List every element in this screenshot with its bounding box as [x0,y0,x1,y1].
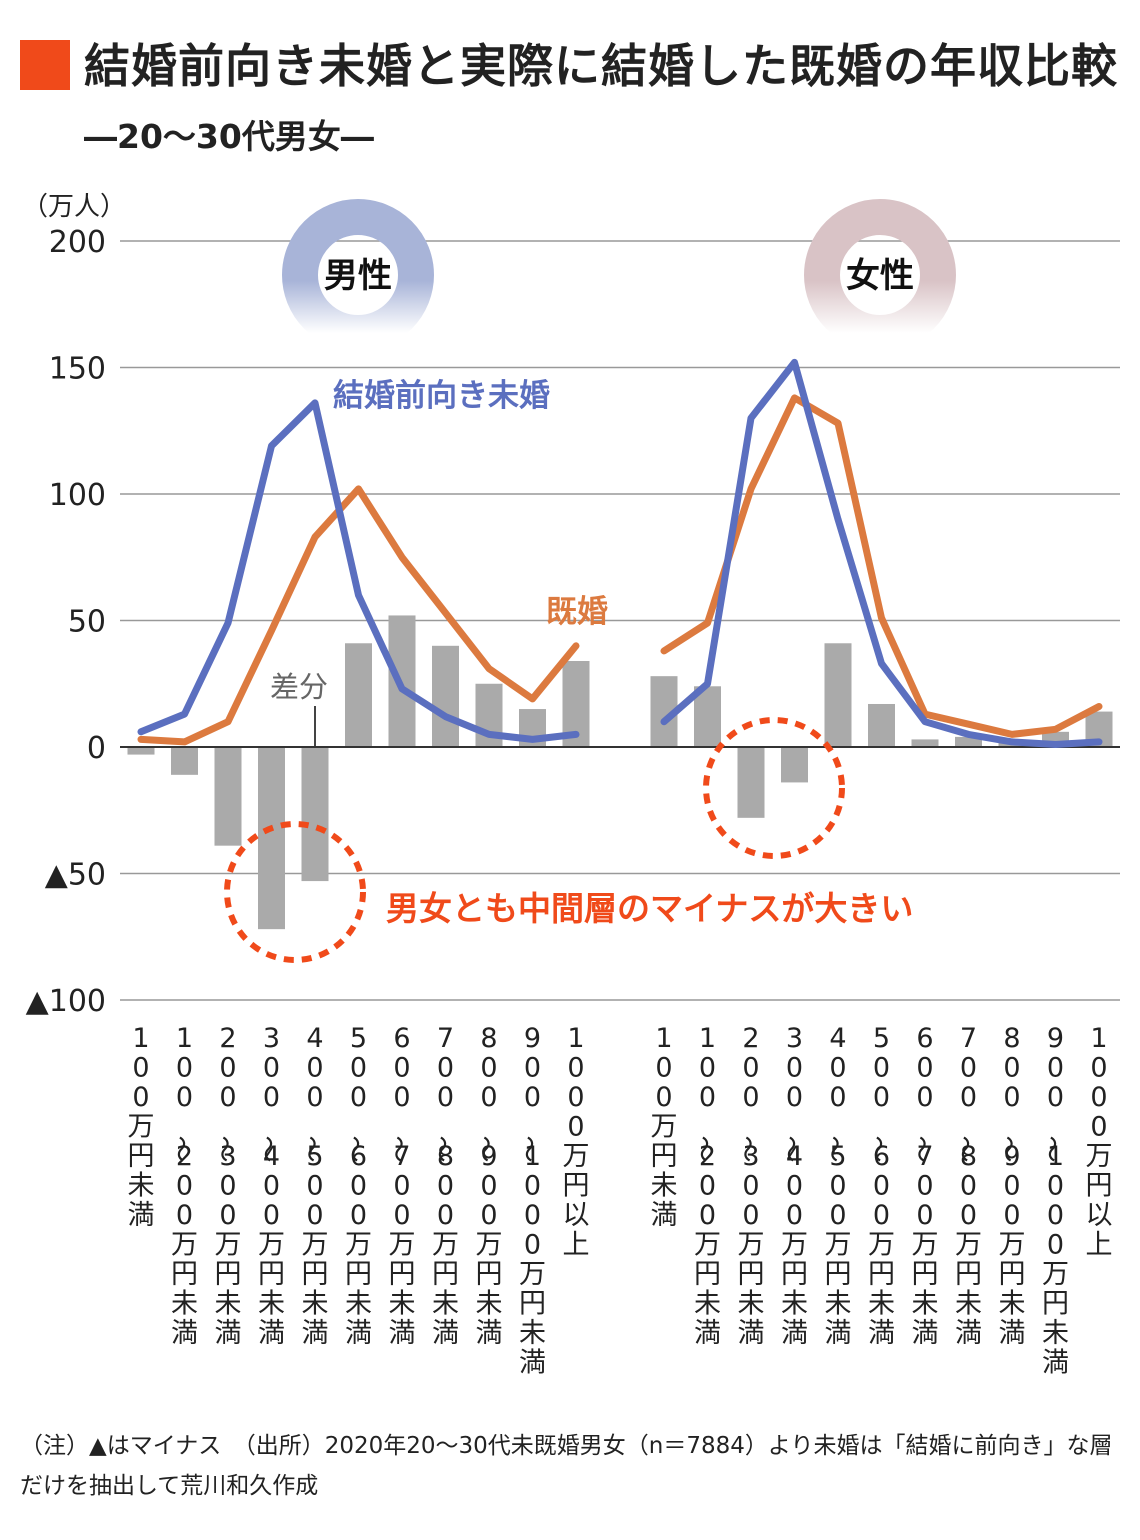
male-group-label: 男性 [324,256,392,296]
x-tick-label: 7 0 0 ～8 0 0 万円未満 [948,1023,982,1349]
female-diff-bar [781,747,808,783]
female-diff-bar [824,643,852,747]
male-married-line [137,485,580,746]
y-tick-label: 100 [49,478,106,513]
title-marker [20,40,70,90]
footnote: （注）▲はマイナス （出所）2020年20～30代未既婚男女（n＝7884）より… [20,1433,1113,1499]
y-tick-label: ▲100 [26,984,106,1019]
male-diff-bar [127,747,155,755]
female-diff-bar [868,703,895,747]
y-unit-label: （万人） [22,192,127,222]
x-tick-label: 9 0 0 ～1 0 0 0 万円未満 [1035,1023,1069,1379]
male-diff-bar [258,747,285,930]
female-diff-bar [911,739,939,747]
male-ring [282,199,434,351]
x-tick-label: 9 0 0 ～1 0 0 0 万円未満 [512,1023,546,1379]
y-tick-label: 200 [49,225,106,260]
chart-subtitle: ―20～30代男女― [84,117,374,156]
x-tick-label: 2 0 0 ～3 0 0 万円未満 [208,1023,242,1349]
x-tick-label: 8 0 0 ～9 0 0 万円未満 [992,1023,1026,1349]
x-tick-label: 1 0 0 ～2 0 0 万円未満 [687,1023,721,1349]
x-tick-label: 1 0 0 万円未満 [651,1023,678,1231]
x-tick-label: 6 0 0 ～7 0 0 万円未満 [905,1023,939,1349]
y-tick-label: 0 [87,731,106,766]
female-diff-bar [955,736,982,747]
x-tick-label: 4 0 0 ～5 0 0 万円未満 [818,1023,852,1349]
married-series-label: 既婚 [546,594,608,630]
x-tick-label: 1 0 0 ～2 0 0 万円未満 [164,1023,198,1349]
male-callout-circle [224,821,366,963]
x-tick-label: 1 0 0 0 万円以上 [563,1023,590,1261]
female-callout-circle [703,717,845,859]
female-diff-bar [694,686,721,747]
female-group-label: 女性 [846,256,914,296]
female-married-line [660,394,1103,738]
female-unmarried-line [660,358,1103,748]
x-tick-label: 3 0 0 ～4 0 0 万円未満 [251,1023,285,1349]
x-tick-label: 6 0 0 ～7 0 0 万円未満 [382,1023,416,1349]
male-diff-bar [214,747,242,846]
x-tick-label: 2 0 0 ～3 0 0 万円未満 [731,1023,765,1349]
x-tick-label: 5 0 0 ～6 0 0 万円未満 [861,1023,895,1349]
male-diff-bar [171,747,198,775]
female-ring [804,199,956,351]
male-diff-bar [345,643,372,747]
unmarried-series-label: 結婚前向き未婚 [333,378,550,414]
female-diff-bar [737,747,765,818]
diff-series-label: 差分 [270,670,328,704]
x-tick-label: 4 0 0 ～5 0 0 万円未満 [295,1023,329,1349]
x-tick-label: 7 0 0 ～8 0 0 万円未満 [425,1023,459,1349]
x-tick-label: 1 0 0 万円未満 [128,1023,155,1231]
x-tick-label: 3 0 0 ～4 0 0 万円未満 [774,1023,808,1349]
x-tick-label: 5 0 0 ～6 0 0 万円未満 [338,1023,372,1349]
x-tick-label: 1 0 0 0 万円以上 [1086,1023,1113,1261]
y-tick-label: 150 [49,352,106,387]
y-tick-label: ▲50 [45,858,106,893]
y-tick-label: 50 [68,605,106,640]
male-diff-bar [432,645,459,747]
male-unmarried-line [137,399,580,743]
male-diff-bar [301,747,329,882]
x-tick-label: 8 0 0 ～9 0 0 万円未満 [469,1023,503,1349]
callout-text: 男女とも中間層のマイナスが大きい [386,889,913,928]
chart-title: 結婚前向き未婚と実際に結婚した既婚の年収比較 [84,39,1118,93]
